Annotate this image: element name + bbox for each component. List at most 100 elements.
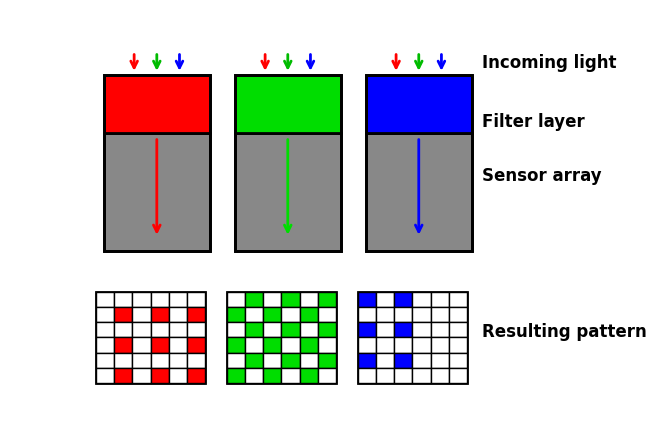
Bar xyxy=(318,368,335,383)
Bar xyxy=(104,134,210,251)
Bar xyxy=(430,322,448,338)
Bar xyxy=(358,307,376,322)
Bar xyxy=(318,307,335,322)
Bar xyxy=(318,292,335,307)
Bar xyxy=(395,322,413,338)
Bar xyxy=(395,292,413,307)
Bar xyxy=(114,353,133,368)
Bar xyxy=(227,292,246,307)
Bar xyxy=(133,368,151,383)
Bar xyxy=(227,368,246,383)
Bar xyxy=(227,322,246,338)
Bar xyxy=(376,292,395,307)
Bar xyxy=(168,338,187,353)
Bar xyxy=(187,307,205,322)
Bar xyxy=(358,368,376,383)
Bar xyxy=(376,368,395,383)
Bar xyxy=(235,76,341,134)
Bar xyxy=(104,76,210,251)
Text: Resulting pattern: Resulting pattern xyxy=(482,322,647,340)
Bar xyxy=(263,338,281,353)
Bar xyxy=(448,292,467,307)
Bar xyxy=(318,322,335,338)
Bar xyxy=(395,368,413,383)
Bar xyxy=(281,353,300,368)
Bar xyxy=(430,353,448,368)
Bar xyxy=(96,292,205,383)
Bar xyxy=(227,307,246,322)
Bar xyxy=(300,338,318,353)
Bar xyxy=(366,76,472,251)
Text: Incoming light: Incoming light xyxy=(482,54,616,72)
Bar xyxy=(448,322,467,338)
Bar xyxy=(227,353,246,368)
Bar xyxy=(376,322,395,338)
Bar xyxy=(133,292,151,307)
Bar xyxy=(300,292,318,307)
Bar xyxy=(246,292,263,307)
Bar xyxy=(114,338,133,353)
Bar xyxy=(358,292,376,307)
Bar xyxy=(376,307,395,322)
Bar xyxy=(395,338,413,353)
Bar xyxy=(133,353,151,368)
Bar xyxy=(281,292,300,307)
Bar xyxy=(413,322,430,338)
Bar xyxy=(151,322,168,338)
Bar xyxy=(96,292,114,307)
Bar xyxy=(413,307,430,322)
Bar xyxy=(168,307,187,322)
Bar xyxy=(235,134,341,251)
Bar xyxy=(151,368,168,383)
Bar xyxy=(300,307,318,322)
Bar xyxy=(151,338,168,353)
Bar xyxy=(318,338,335,353)
Bar xyxy=(376,353,395,368)
Bar xyxy=(281,322,300,338)
Bar xyxy=(263,368,281,383)
Bar xyxy=(133,322,151,338)
Bar xyxy=(246,368,263,383)
Bar xyxy=(263,307,281,322)
Bar xyxy=(246,307,263,322)
Bar xyxy=(168,292,187,307)
Bar xyxy=(246,353,263,368)
Bar xyxy=(366,76,472,134)
Bar xyxy=(366,134,472,251)
Bar xyxy=(151,353,168,368)
Bar xyxy=(300,353,318,368)
Bar xyxy=(263,292,281,307)
Bar xyxy=(263,322,281,338)
Bar xyxy=(96,307,114,322)
Bar xyxy=(235,76,341,251)
Bar xyxy=(395,353,413,368)
Bar xyxy=(133,338,151,353)
Bar xyxy=(96,338,114,353)
Bar xyxy=(151,307,168,322)
Bar xyxy=(358,292,467,383)
Bar xyxy=(281,338,300,353)
Bar xyxy=(114,292,133,307)
Bar xyxy=(168,322,187,338)
Bar xyxy=(96,322,114,338)
Bar xyxy=(227,338,246,353)
Bar xyxy=(430,292,448,307)
Bar xyxy=(413,353,430,368)
Text: Sensor array: Sensor array xyxy=(482,167,601,185)
Bar xyxy=(114,307,133,322)
Bar xyxy=(413,338,430,353)
Bar xyxy=(187,338,205,353)
Bar xyxy=(114,322,133,338)
Bar xyxy=(448,368,467,383)
Bar xyxy=(187,368,205,383)
Bar xyxy=(246,338,263,353)
Bar xyxy=(96,368,114,383)
Bar xyxy=(300,322,318,338)
Text: Filter layer: Filter layer xyxy=(482,113,584,131)
Bar xyxy=(168,353,187,368)
Bar xyxy=(376,338,395,353)
Bar xyxy=(300,368,318,383)
Bar xyxy=(318,353,335,368)
Bar xyxy=(187,292,205,307)
Bar xyxy=(430,368,448,383)
